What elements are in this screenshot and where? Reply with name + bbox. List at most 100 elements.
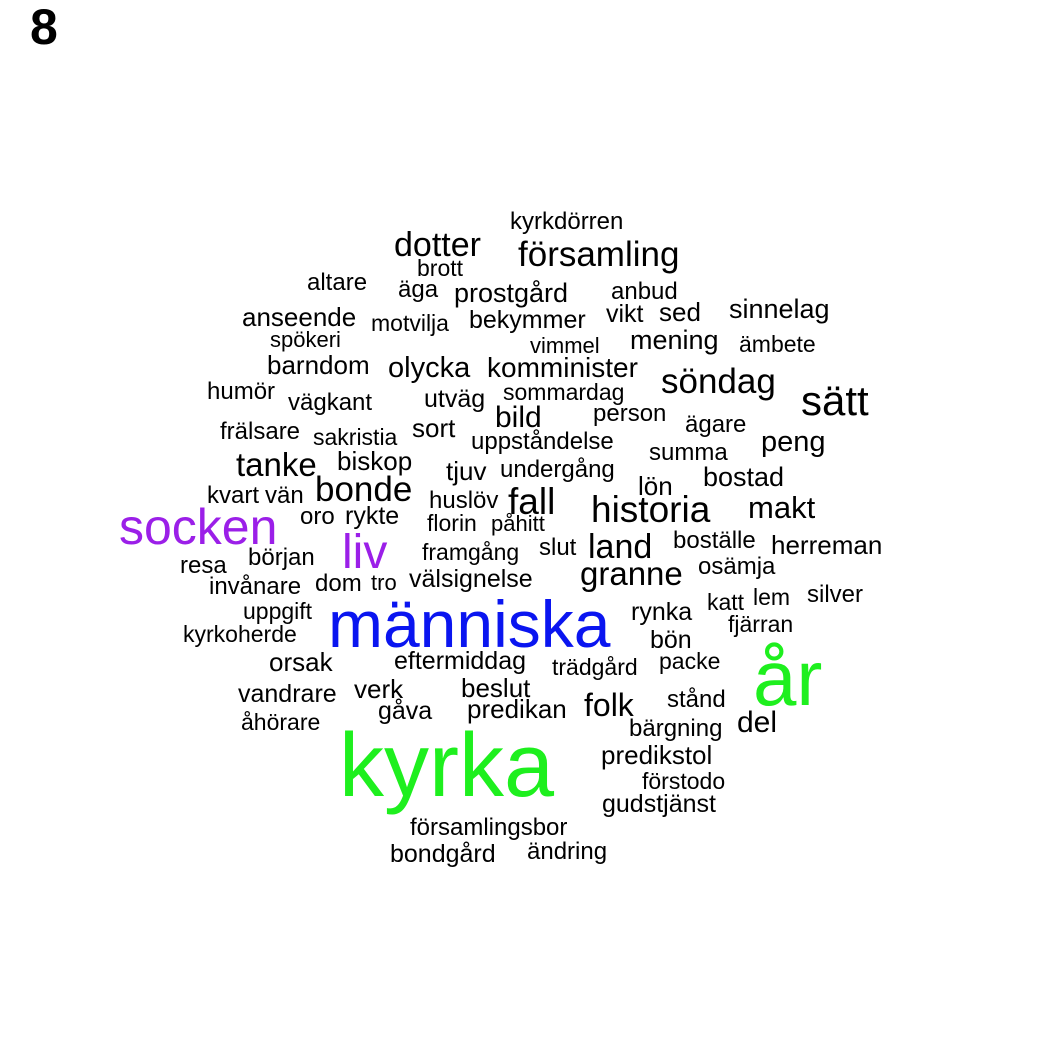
cloud-word-barndom: barndom (267, 349, 370, 380)
cloud-word-mening: mening (630, 324, 719, 355)
cloud-word-ar: år (753, 634, 823, 723)
cloud-word-tradgard: trädgård (552, 654, 638, 681)
cloud-word-altare: altare (307, 269, 368, 297)
cloud-word-makt: makt (748, 489, 816, 525)
cloud-word-valsignelse: välsignelse (409, 564, 533, 593)
cloud-word-dotter: dotter (394, 226, 481, 265)
cloud-word-stand: stånd (667, 686, 726, 714)
cloud-word-fall: fall (508, 480, 556, 522)
cloud-word-bostalle: boställe (673, 527, 756, 555)
cloud-word-florin: florin (427, 510, 477, 537)
cloud-word-dom: dom (315, 570, 362, 598)
cloud-word-humor: humör (207, 378, 276, 406)
cloud-word-socken: socken (119, 499, 278, 555)
cloud-word-komminister: komminister (487, 352, 638, 384)
cloud-word-gava: gåva (378, 696, 433, 725)
cloud-word-sondag: söndag (661, 362, 776, 402)
cloud-word-resa: resa (180, 552, 227, 580)
cloud-word-biskop: biskop (337, 445, 413, 476)
cloud-word-bostad: bostad (703, 461, 785, 492)
cloud-word-prostgard: prostgård (454, 277, 569, 308)
cloud-word-osamja: osämja (698, 553, 776, 581)
cloud-word-forsamling: församling (518, 235, 680, 275)
cloud-word-pahitt: påhitt (491, 510, 545, 536)
cloud-word-fjarran: fjärran (728, 611, 794, 638)
cloud-word-satt: sätt (801, 376, 869, 424)
cloud-word-rynka: rynka (631, 597, 693, 626)
cloud-word-katt: katt (707, 589, 745, 616)
cloud-word-bekymmer: bekymmer (469, 305, 586, 334)
cloud-word-ahorare: åhörare (241, 709, 321, 736)
cloud-word-historia: historia (591, 488, 711, 530)
cloud-word-sort: sort (412, 412, 456, 443)
cloud-word-folk: folk (584, 686, 634, 723)
cloud-word-tro: tro (371, 569, 397, 595)
cloud-word-tanke: tanke (236, 445, 317, 483)
cloud-word-forstodo: förstodo (642, 768, 726, 795)
cloud-word-sinnelag: sinnelag (729, 293, 830, 324)
cloud-word-verk: verk (354, 673, 404, 704)
cloud-word-anbud: anbud (611, 278, 678, 306)
cloud-word-oro: oro (300, 503, 335, 531)
cloud-word-gudstjanst: gudstjänst (602, 789, 716, 818)
cloud-word-vikt: vikt (606, 299, 644, 328)
cloud-word-kvart: kvart (207, 482, 260, 510)
cloud-word-sed: sed (659, 296, 701, 327)
cloud-word-brott: brott (417, 255, 464, 282)
cloud-word-uppstandelse: uppståndelse (471, 428, 614, 456)
cloud-word-predikan: predikan (467, 693, 567, 724)
cloud-word-andring: ändring (527, 838, 608, 866)
cloud-word-packe: packe (659, 648, 721, 675)
cloud-word-agare: ägare (685, 411, 747, 439)
cloud-word-aga: äga (398, 276, 439, 304)
cloud-word-anseende: anseende (242, 301, 357, 332)
cloud-word-person: person (593, 400, 667, 428)
cloud-word-motvilja: motvilja (371, 310, 449, 337)
cloud-word-summa: summa (649, 439, 728, 467)
cloud-word-liv: liv (342, 525, 388, 579)
cloud-word-beslut: beslut (461, 672, 531, 703)
cloud-word-bon: bön (650, 625, 692, 654)
cloud-word-manniska: människa (328, 586, 611, 661)
cloud-word-slut: slut (539, 534, 577, 562)
cloud-word-rykte: rykte (345, 501, 400, 530)
cloud-word-lon: lön (638, 470, 673, 501)
cloud-word-huslov: huslöv (429, 487, 499, 515)
cloud-word-peng: peng (761, 426, 826, 459)
cloud-word-utvag: utväg (424, 384, 486, 413)
cloud-word-uppgift: uppgift (243, 598, 313, 625)
cloud-word-herreman: herreman (771, 529, 883, 560)
cloud-word-vagkant: vägkant (288, 389, 373, 417)
cloud-word-eftermiddag: eftermiddag (394, 646, 527, 675)
cloud-word-ambete: ämbete (739, 331, 816, 358)
cloud-word-granne: granne (580, 554, 683, 592)
cloud-word-fralsare: frälsare (220, 418, 301, 446)
cloud-word-bondgard: bondgård (390, 839, 496, 868)
cloud-word-lem: lem (753, 584, 791, 611)
cloud-word-sakristia: sakristia (313, 424, 398, 451)
cloud-word-predikstol: predikstol (601, 739, 713, 770)
cloud-word-sommardag: sommardag (503, 379, 625, 406)
cloud-word-bonde: bonde (315, 470, 413, 510)
cloud-word-silver: silver (807, 581, 864, 609)
cloud-word-kyrkdorren: kyrkdörren (510, 208, 624, 236)
cloud-word-borjan: början (248, 544, 315, 572)
cloud-word-land: land (588, 528, 653, 567)
cloud-word-spokeri: spökeri (270, 326, 341, 352)
cloud-word-orsak: orsak (269, 646, 333, 677)
cloud-word-vimmel: vimmel (530, 332, 600, 358)
cloud-word-del: del (737, 706, 778, 740)
cloud-word-forsamlingsbor: församlingsbor (410, 814, 568, 842)
cloud-word-undergang: undergång (500, 456, 615, 484)
cloud-word-kyrka: kyrka (339, 716, 555, 817)
cloud-word-vandrare: vandrare (238, 679, 337, 708)
cloud-word-olycka: olycka (388, 352, 471, 385)
cloud-word-framgang: framgång (422, 539, 520, 566)
cloud-word-bargning: bärgning (629, 715, 723, 743)
cloud-word-tjuv: tjuv (446, 455, 487, 486)
cloud-word-kyrkoherde: kyrkoherde (183, 621, 297, 648)
cloud-word-bild: bild (495, 401, 542, 435)
cloud-word-invanare: invånare (209, 573, 302, 601)
panel-label: 8 (30, 0, 58, 55)
